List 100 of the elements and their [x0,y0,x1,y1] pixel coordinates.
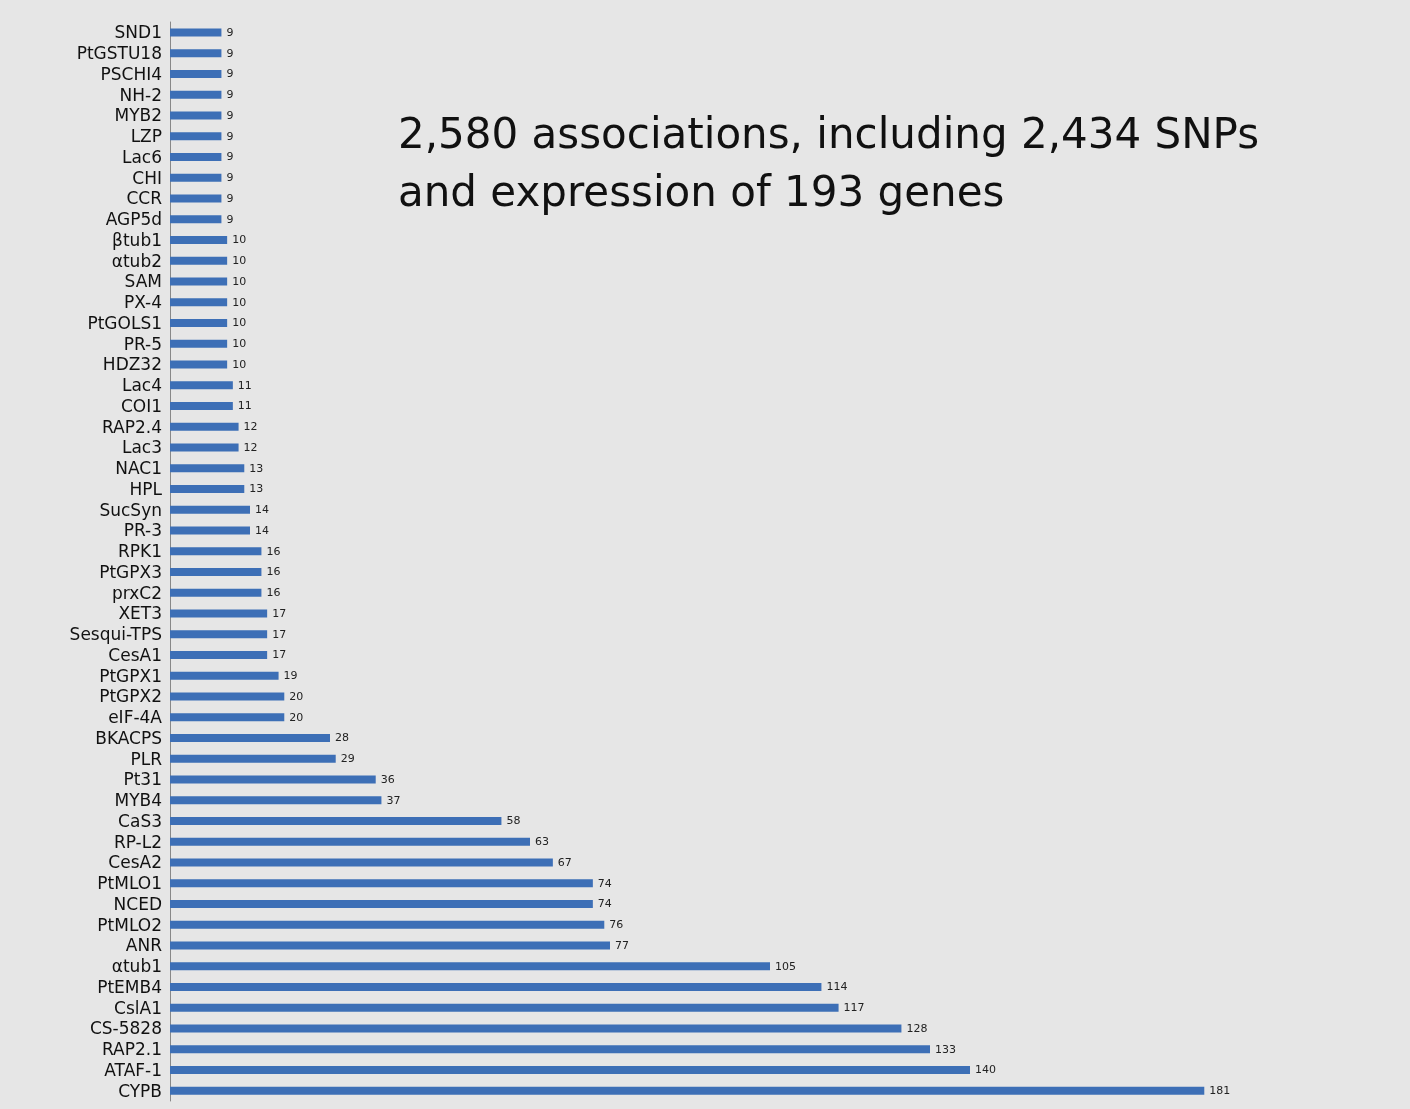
y-tick-label: CaS3 [118,810,162,831]
bar [170,277,228,286]
bar [170,505,250,514]
data-label: 9 [226,46,234,60]
data-label: 133 [935,1042,956,1056]
y-tick-label: LZP [130,126,162,147]
data-label: 36 [380,772,395,786]
y-tick-label: PtMLO1 [97,873,162,894]
data-label: 29 [340,752,355,766]
bar [170,733,330,742]
bar [170,339,228,348]
y-tick-label: NH-2 [119,84,162,105]
bar [170,464,245,473]
y-tick-label: PLR [130,748,163,769]
bar [170,796,382,805]
data-label: 117 [843,1001,865,1015]
bar [170,837,530,846]
data-label: 9 [226,150,234,164]
y-tick-label: SND1 [114,22,162,43]
y-tick-label: MYB4 [114,790,162,811]
bar [170,381,233,390]
y-tick-label: RAP2.4 [101,416,162,437]
data-label: 11 [237,399,252,413]
bar [170,899,593,908]
data-label: 74 [597,897,612,911]
bar [170,28,222,37]
bar [170,692,285,701]
data-label: 9 [226,88,234,102]
data-label: 74 [597,876,612,890]
data-label: 17 [272,648,287,662]
data-label: 10 [232,316,247,330]
bar [170,443,239,452]
bar [170,1065,970,1074]
data-label: 77 [615,938,629,952]
data-label: 128 [906,1021,928,1035]
bar [170,650,268,659]
y-tick-label: PtGPX2 [99,686,162,707]
data-label: 9 [226,191,234,205]
data-label: 9 [226,171,234,185]
y-tick-label: RPK1 [117,541,162,562]
y-tick-label: PSCHI4 [100,63,162,84]
y-tick-label: AGP5d [105,209,162,230]
y-tick-label: Lac3 [121,437,162,458]
data-label: 17 [272,627,287,641]
bar [170,152,222,161]
data-label: 140 [975,1063,996,1077]
y-tick-label: PR-5 [123,333,162,354]
data-label: 14 [255,503,269,517]
bar [170,1045,930,1054]
bar [170,547,262,556]
data-label: 28 [335,731,349,745]
bar [170,858,553,867]
y-tick-label: XET3 [118,603,162,624]
bar [170,215,222,224]
y-tick-label: prxC2 [111,582,162,603]
y-tick-label: PtGPX3 [99,561,162,582]
data-label: 10 [232,337,247,351]
bar [170,962,770,971]
bar [170,567,262,576]
y-tick-label: Lac4 [121,375,162,396]
data-label: 76 [609,918,624,932]
bar [170,1024,902,1033]
data-label: 10 [232,274,247,288]
y-tick-label: PtEMB4 [97,976,162,997]
data-label: 17 [272,606,287,620]
bar [170,941,610,950]
y-tick-label: CesA1 [108,644,162,665]
bar [170,713,285,722]
y-tick-label: ANR [125,935,163,956]
data-label: 12 [243,420,258,434]
data-label: 114 [826,980,848,994]
y-tick-label: PR-3 [123,520,162,541]
bar [170,484,245,493]
y-tick-label: αtub1 [111,956,162,977]
y-tick-label: CslA1 [114,997,162,1018]
bar [170,920,605,929]
y-tick-label: CS-5828 [89,1018,162,1039]
y-tick-label: Sesqui-TPS [69,624,162,645]
data-label: 58 [506,814,521,828]
bar [170,90,222,99]
y-tick-label: SucSyn [99,499,162,520]
y-tick-label: PtGSTU18 [76,43,162,64]
bar [170,194,222,203]
bar [170,982,822,991]
data-label: 13 [249,482,264,496]
bar [170,318,228,327]
y-tick-label: CYPB [118,1080,162,1101]
bar [170,775,376,784]
bar [170,132,222,141]
y-tick-label: ATAF-1 [104,1059,162,1080]
bar [170,256,228,265]
bar [170,49,222,58]
data-label: 9 [226,129,234,143]
data-label: 37 [386,793,401,807]
y-tick-label: BKACPS [95,727,162,748]
data-label: 13 [249,461,264,475]
data-label: 9 [226,25,234,39]
bar [170,173,222,182]
y-tick-label: eIF-4A [108,707,163,728]
y-tick-label: PtGOLS1 [87,312,162,333]
